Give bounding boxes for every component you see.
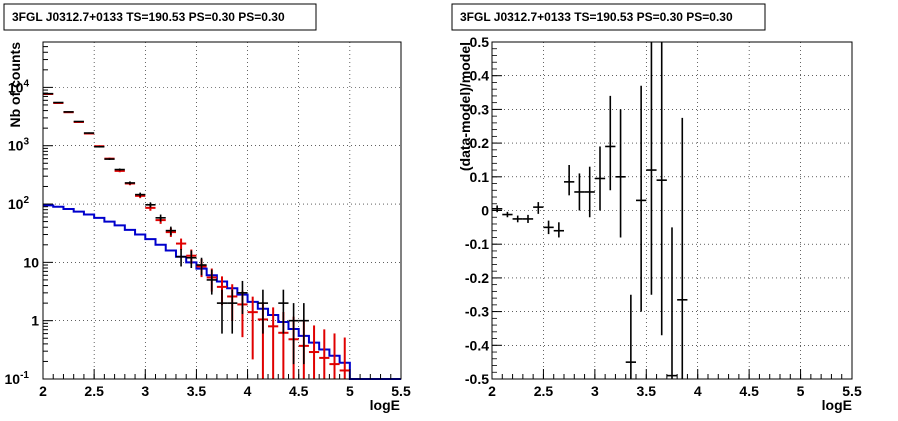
counts-frame	[42, 41, 402, 380]
counts-ylabel: Nb of counts	[7, 42, 23, 128]
counts-ytick-label: 10-1	[5, 370, 30, 387]
counts-ytick-label: 103	[8, 137, 30, 154]
counts-xtick-label: 5.5	[391, 383, 411, 399]
residual-title-box	[451, 3, 766, 31]
residual-marks	[492, 42, 688, 379]
residual-xlabel: logE	[822, 397, 852, 413]
residual-ytick-label: -0.4	[465, 337, 489, 353]
residual-xtick-label: 2	[488, 383, 496, 399]
residual-panel: 3FGL J0312.7+0133 TS=190.53 PS=0.30 PS=0…	[451, 3, 862, 413]
residual-ytick-label: -0.1	[465, 236, 489, 252]
residual-xtick-label: 2.5	[534, 383, 554, 399]
counts-xtick-label: 5	[346, 383, 354, 399]
counts-xlabel: logE	[370, 397, 400, 413]
counts-marks	[43, 92, 401, 380]
residual-xtick-label: 5	[797, 383, 805, 399]
residual-ylabel: (data-model)/model	[457, 42, 473, 171]
residual-grid	[492, 42, 852, 379]
counts-xtick-label: 3	[141, 383, 149, 399]
residual-xtick-label: 4	[694, 383, 702, 399]
counts-ytick-label: 102	[8, 195, 30, 212]
residual-xtick-label: 3.5	[637, 383, 657, 399]
residual-ytick-label: -0.3	[465, 304, 489, 320]
residual-xtick-label: 4.5	[739, 383, 759, 399]
residual-xtick-label: 5.5	[842, 383, 862, 399]
counts-xtick-label: 4	[244, 383, 252, 399]
residual-ytick-label: -0.2	[465, 270, 489, 286]
counts-xtick-label: 4.5	[289, 383, 309, 399]
residual-ytick-label: 0	[481, 203, 489, 219]
residual-ticks: 2 2.5 3 3.5 4 4.5 5 5.5 -0.5 -0.4 -0.3 -0.2 -0.1 0 0.1…	[465, 34, 862, 399]
residual-ytick-label: -0.5	[465, 371, 489, 387]
counts-panel: 3FGL J0312.7+0133 TS=190.53 PS=0.30 PS=0…	[3, 3, 411, 413]
counts-ytick-label: 1	[31, 313, 39, 329]
residual-ytick-label: 0.1	[470, 169, 490, 185]
residual-ytick-label: 0.2	[470, 135, 490, 151]
residual-ytick-label: 0.3	[470, 101, 490, 117]
residual-ytick-label: 0.4	[470, 68, 490, 84]
counts-xtick-label: 3.5	[187, 383, 207, 399]
counts-ticks: 2 2.5 3 3.5 4 4.5 5 5.5 10-1 1 10 102 103 104	[5, 41, 411, 399]
residual-title: 3FGL J0312.7+0133 TS=190.53 PS=0.30 PS=0…	[460, 10, 733, 24]
residual-ytick-label: 0.5	[470, 34, 490, 50]
counts-ytick-label: 10	[23, 254, 39, 270]
counts-ytick-label: 104	[8, 78, 30, 95]
counts-grid	[43, 42, 401, 379]
counts-xtick-label: 2.5	[84, 383, 104, 399]
residual-xtick-label: 3	[591, 383, 599, 399]
counts-title: 3FGL J0312.7+0133 TS=190.53 PS=0.30 PS=0…	[12, 10, 285, 24]
counts-xtick-label: 2	[39, 383, 47, 399]
counts-title-box	[3, 3, 317, 31]
